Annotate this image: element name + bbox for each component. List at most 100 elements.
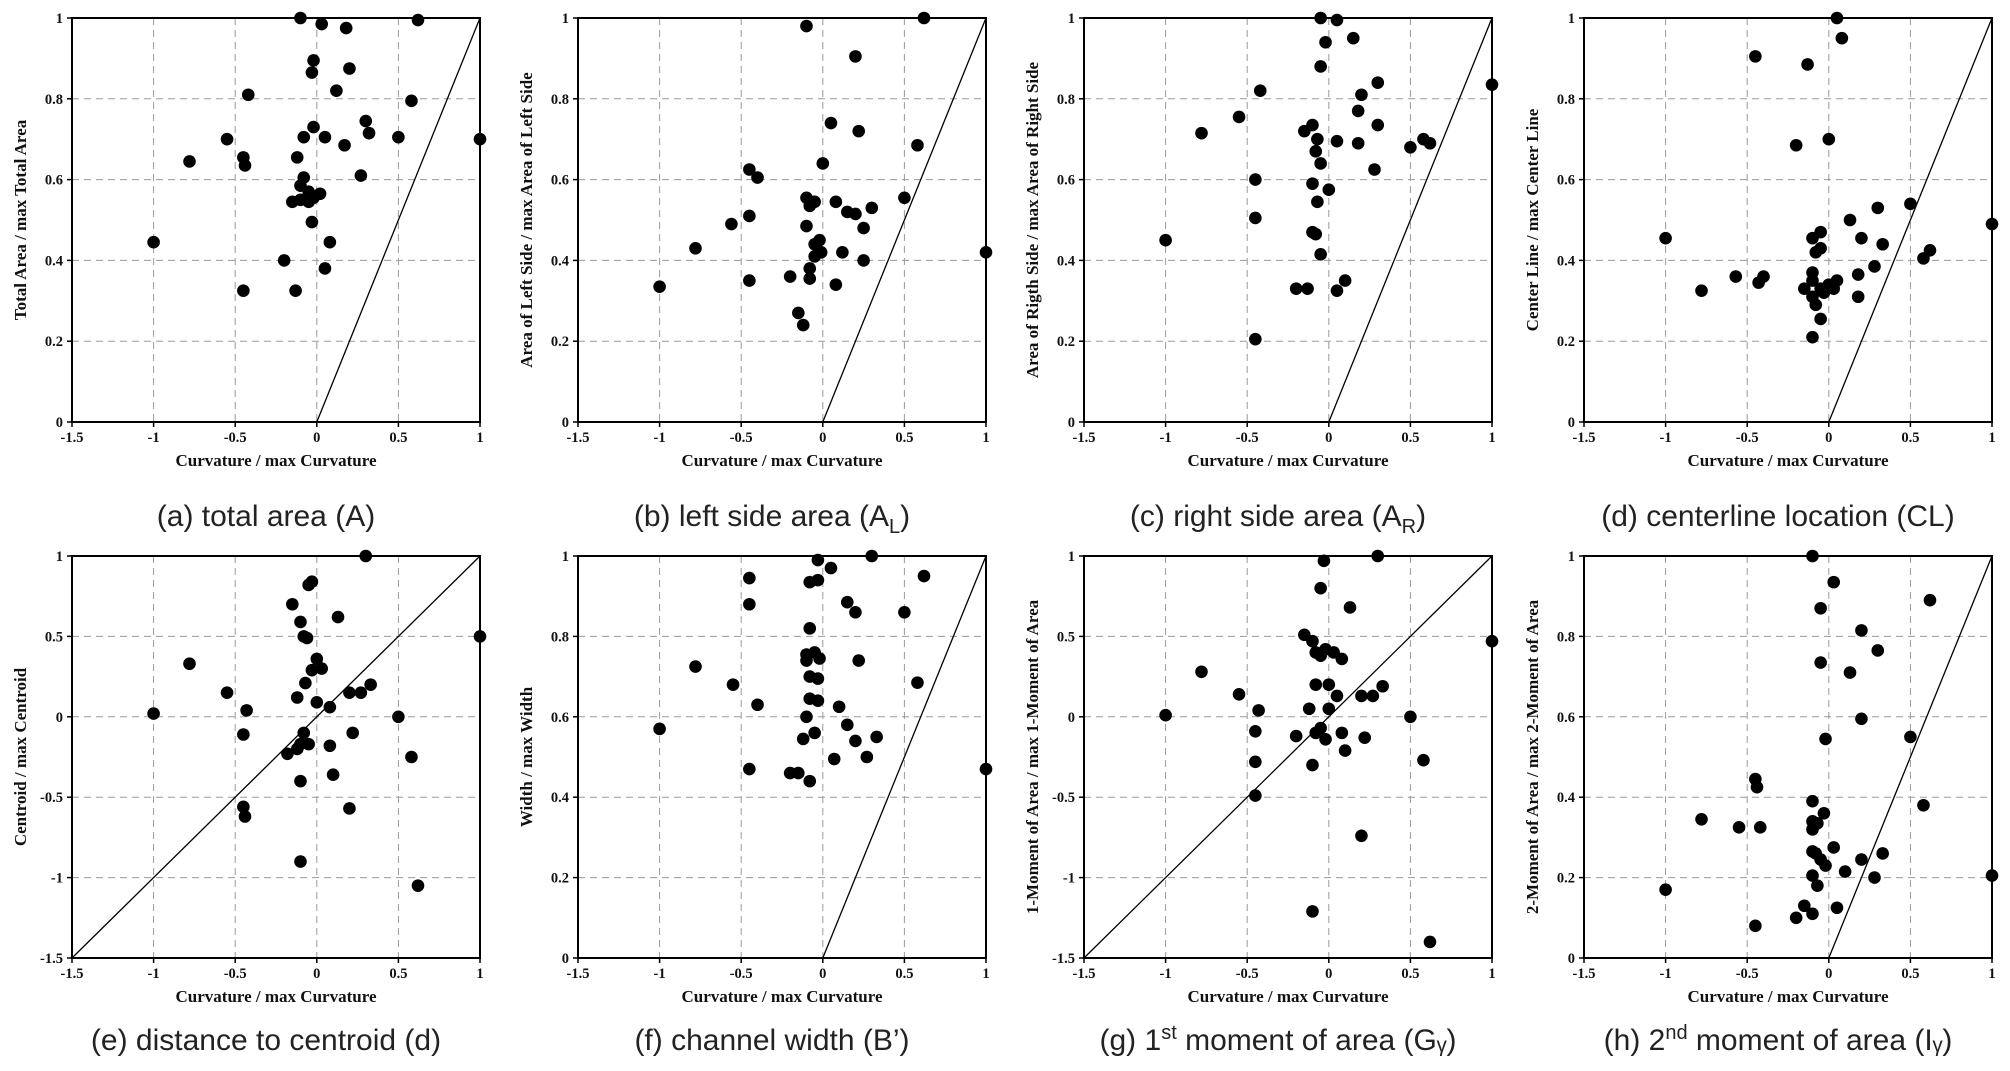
data-point (1806, 823, 1819, 836)
plot-frame (1583, 555, 1993, 959)
data-point (1871, 201, 1885, 215)
data-point (326, 768, 340, 781)
y-tick-label: 1 (562, 11, 569, 27)
data-point (281, 747, 294, 761)
y-tick-label: 0.2 (1557, 871, 1575, 887)
data-point (1309, 726, 1323, 740)
x-tick-label: -1.5 (567, 966, 590, 982)
data-point (338, 138, 351, 152)
x-tick-label: 0 (1825, 966, 1832, 982)
x-tick-label: 0 (1325, 430, 1332, 446)
data-point (1306, 634, 1319, 648)
data-point (343, 802, 356, 815)
data-point (238, 810, 252, 823)
data-point (1985, 217, 1999, 231)
data-point (1485, 78, 1499, 91)
data-point (808, 726, 821, 740)
data-point (1417, 753, 1430, 767)
x-axis-label: Curvature / max Curvature (176, 451, 377, 470)
data-point (286, 597, 299, 611)
data-point (726, 678, 740, 691)
y-tick-label: 0.6 (1557, 173, 1575, 189)
data-point (305, 215, 319, 229)
data-point (803, 272, 817, 285)
y-tick-label: 0.8 (551, 629, 569, 645)
data-point (1355, 88, 1368, 102)
data-point (183, 155, 196, 168)
x-tick-label: -1.5 (1073, 430, 1096, 446)
x-tick-label: -1.5 (61, 966, 84, 982)
data-point (1195, 665, 1208, 679)
data-point (310, 696, 324, 709)
data-point (1729, 270, 1743, 283)
data-point (1752, 276, 1765, 289)
data-point (220, 132, 234, 146)
data-point (1371, 118, 1385, 132)
x-tick-label: -1.5 (1573, 430, 1596, 446)
data-point (1423, 935, 1437, 949)
data-point (808, 250, 821, 263)
data-point (307, 191, 320, 205)
y-tick-label: 0.6 (1057, 173, 1075, 189)
data-point (302, 578, 315, 592)
data-point (725, 217, 738, 231)
data-point (1835, 31, 1849, 45)
y-tick-label: 0.4 (45, 253, 63, 269)
data-point (1695, 813, 1708, 826)
data-point (1904, 197, 1917, 211)
data-point (1806, 907, 1819, 921)
y-axis-label: 2-Moment of Area / max 2-Moment of Area (1523, 599, 1542, 914)
data-point (1806, 231, 1819, 245)
data-point (1301, 282, 1314, 295)
data-point (849, 207, 862, 221)
data-point (305, 663, 319, 677)
data-point (323, 235, 337, 249)
data-point (1306, 177, 1319, 190)
x-tick-label: -1 (1660, 966, 1672, 982)
data-point (354, 169, 368, 182)
y-tick-label: -0.5 (40, 790, 63, 806)
x-tick-label: -1 (148, 966, 160, 982)
chart-caption: (b) left side area (AL) (634, 500, 910, 538)
x-tick-label: -1.5 (61, 430, 84, 446)
plot-frame (1583, 17, 1993, 423)
data-point (1806, 794, 1819, 808)
plot-frame (577, 555, 987, 959)
data-point (1659, 231, 1672, 245)
y-axis-label: Center Line / max Center Line (1523, 108, 1542, 331)
chart-caption: (d) centerline location (CL) (1601, 500, 1954, 533)
data-point (1314, 649, 1327, 662)
data-point (318, 130, 332, 144)
data-point (1822, 132, 1836, 146)
data-point (751, 698, 764, 712)
data-point (1404, 140, 1417, 154)
data-point (1806, 330, 1819, 344)
data-point (300, 631, 314, 645)
data-point (343, 62, 356, 75)
data-point (1309, 678, 1323, 691)
data-point (1371, 76, 1385, 89)
x-tick-label: 0 (313, 430, 320, 446)
data-point (473, 132, 487, 146)
data-point (1817, 286, 1831, 300)
data-point (1851, 268, 1865, 281)
y-tick-label: 0.6 (551, 710, 569, 726)
x-tick-label: 0.5 (389, 966, 407, 982)
data-point (392, 130, 405, 144)
x-tick-label: 1 (1988, 430, 1995, 446)
y-tick-label: 0.8 (551, 92, 569, 108)
data-point (1322, 678, 1336, 691)
reference-line (1083, 555, 1493, 959)
x-axis-label: Curvature / max Curvature (1688, 451, 1889, 470)
y-tick-label: 0 (1068, 415, 1075, 431)
data-point (240, 704, 253, 717)
data-point (1249, 173, 1262, 186)
data-point (1314, 11, 1327, 25)
x-tick-label: -1.5 (1073, 966, 1096, 982)
x-tick-label: -1 (654, 430, 666, 446)
data-point (743, 571, 756, 585)
data-point (339, 21, 353, 35)
data-point (840, 595, 854, 609)
data-point (1789, 138, 1803, 152)
